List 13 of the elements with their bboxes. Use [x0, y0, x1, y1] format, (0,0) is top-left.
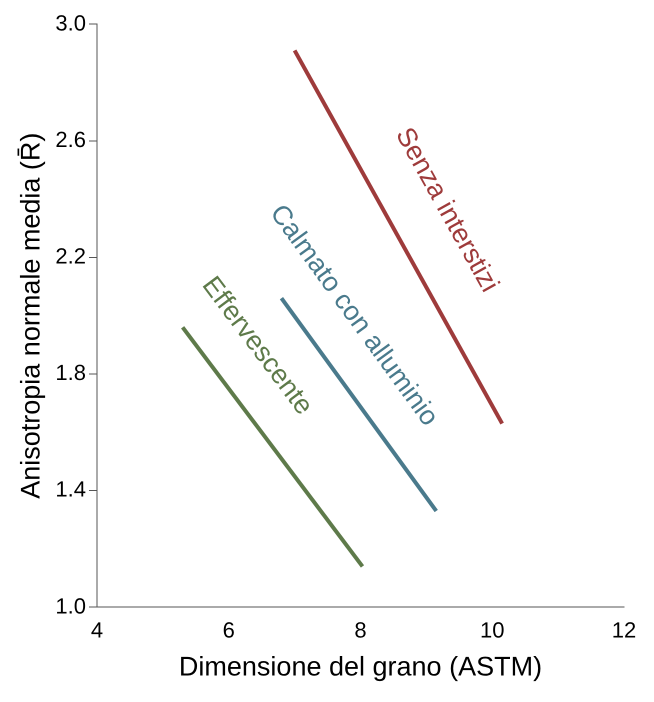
x-axis-title: Dimensione del grano (ASTM) [178, 651, 542, 682]
x-tick-label: 10 [480, 617, 504, 642]
x-tick-label: 6 [222, 617, 235, 642]
y-tick-label: 1.4 [55, 476, 86, 502]
y-tick-label: 2.6 [55, 126, 86, 152]
y-tick-label: 2.2 [55, 243, 86, 268]
y-tick-label: 1.0 [55, 593, 86, 618]
y-axis-title: Anisotropia normale media (R̄) [16, 132, 46, 499]
y-tick-label: 3.0 [55, 10, 86, 36]
x-tick-label: 12 [612, 617, 636, 642]
y-tick-label: 1.8 [55, 360, 86, 386]
x-tick-label: 8 [354, 617, 367, 642]
x-tick-label: 4 [90, 617, 104, 642]
